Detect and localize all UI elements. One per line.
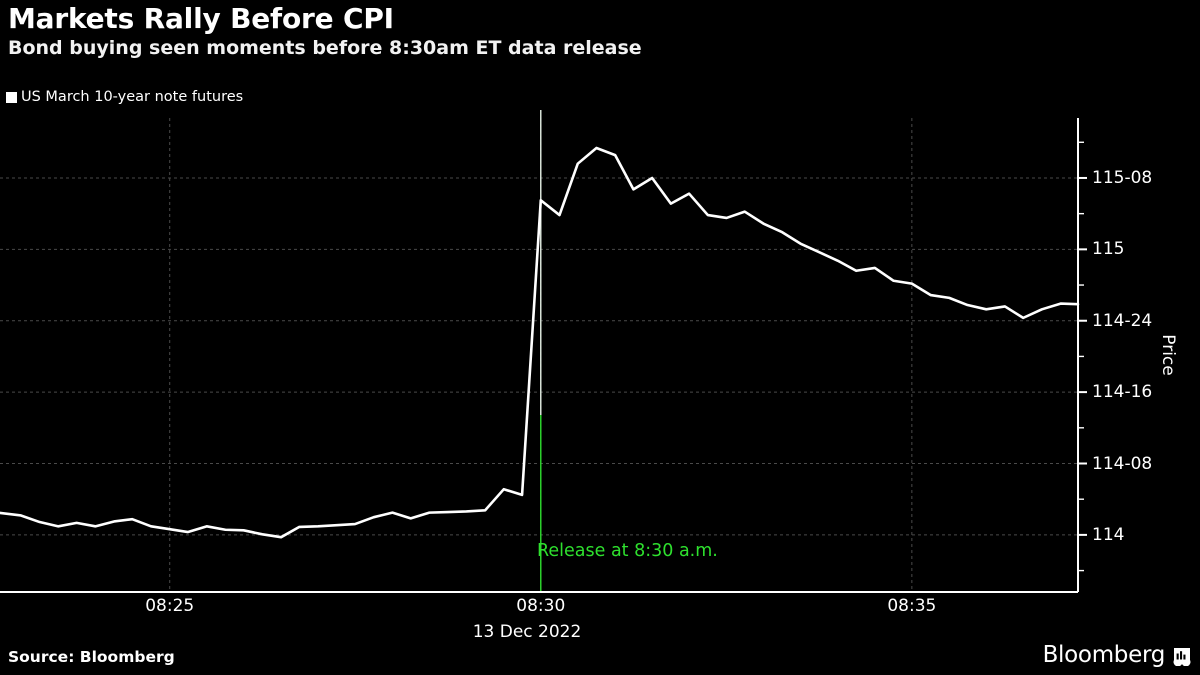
bloomberg-brand: Bloomberg (1043, 644, 1192, 667)
x-axis-tick-label: 08:25 (145, 596, 195, 616)
y-axis-tick-label: 114-08 (1092, 453, 1153, 474)
y-axis-tick-label: 115-08 (1092, 167, 1153, 188)
x-axis-tick-label: 08:35 (887, 596, 937, 616)
chart-header: Markets Rally Before CPI Bond buying see… (8, 4, 1192, 60)
release-annotation-label: Release at 8:30 a.m. (537, 541, 718, 561)
chart-footer: Source: Bloomberg Bloomberg (0, 644, 1200, 675)
page-subtitle: Bond buying seen moments before 8:30am E… (8, 37, 642, 60)
y-axis-tick-label: 114-16 (1092, 382, 1153, 403)
bloomberg-terminal-icon (1173, 647, 1191, 666)
y-axis-tick-label: 114 (1092, 524, 1125, 545)
page-title: Markets Rally Before CPI (8, 2, 394, 35)
series-line-0 (0, 146, 1080, 539)
square-marker-icon (6, 91, 17, 103)
chart-legend: US March 10-year note futures (6, 90, 243, 105)
x-axis-tick-label: 08:30 (516, 596, 566, 616)
y-axis-title: Price (1158, 334, 1178, 376)
y-axis-tick-label: 114-24 (1092, 310, 1153, 331)
legend-item-label: US March 10-year note futures (21, 89, 244, 105)
brand-wordmark: Bloomberg (1042, 642, 1166, 668)
source-credit: Source: Bloomberg (8, 648, 175, 666)
y-axis-tick-label: 115 (1092, 239, 1125, 260)
x-axis-title: 13 Dec 2022 (472, 622, 582, 642)
